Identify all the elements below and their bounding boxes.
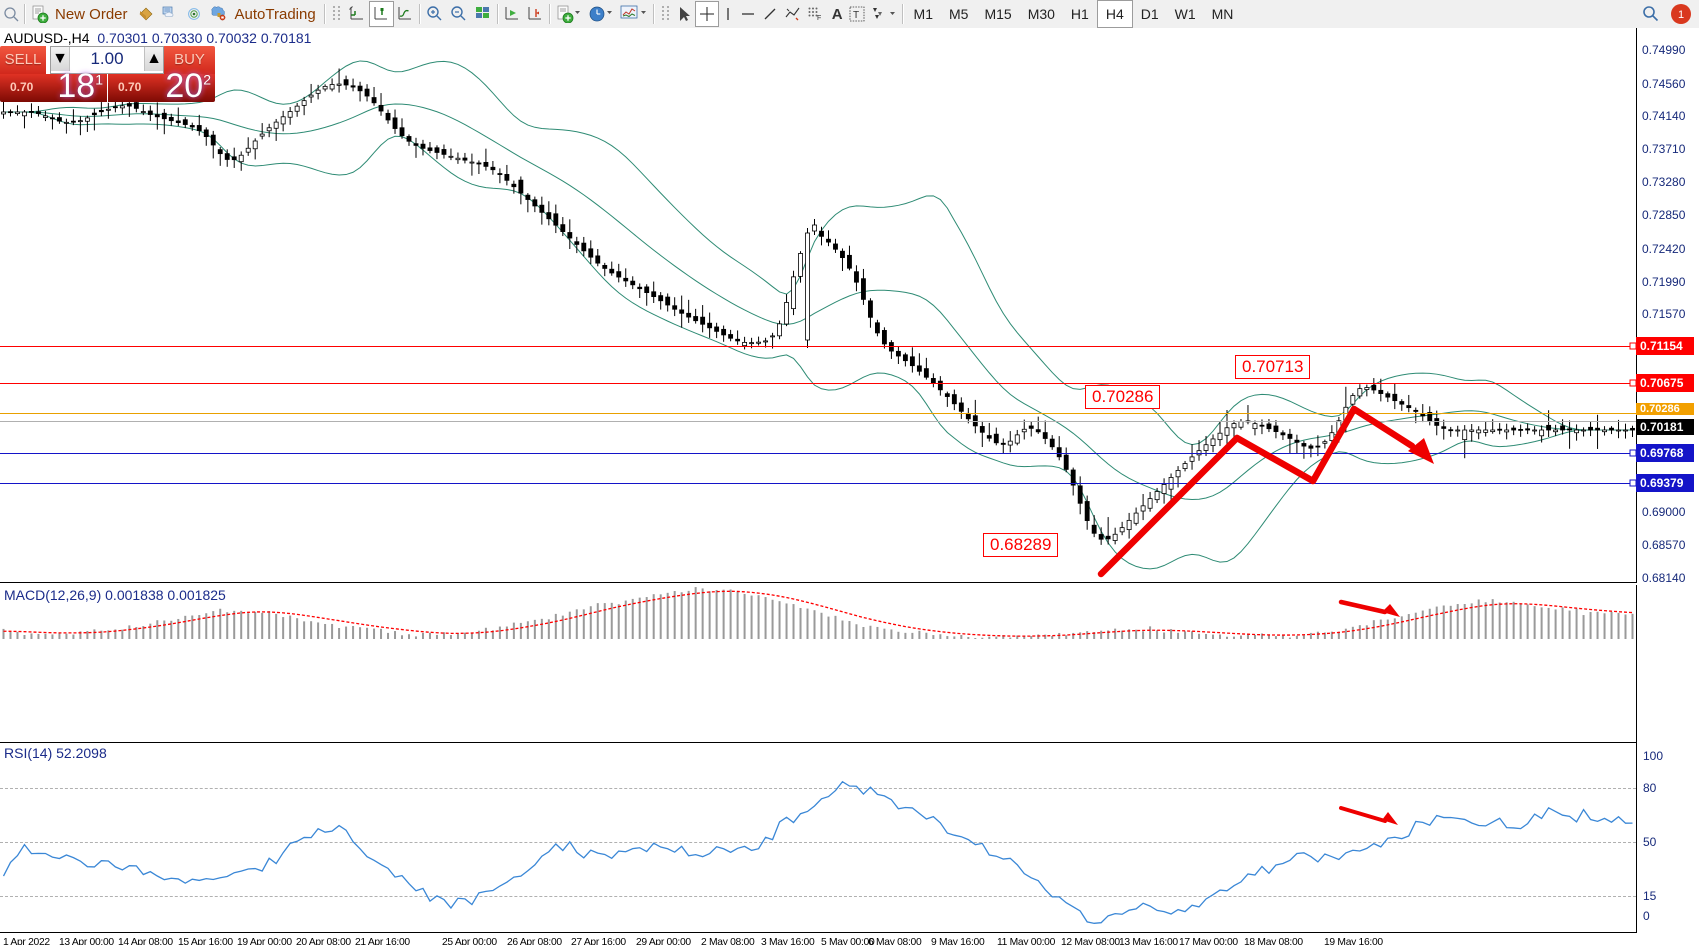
svg-text:T: T (853, 10, 859, 21)
svg-text:1: 1 (1678, 9, 1684, 21)
svg-text:F: F (817, 15, 821, 21)
